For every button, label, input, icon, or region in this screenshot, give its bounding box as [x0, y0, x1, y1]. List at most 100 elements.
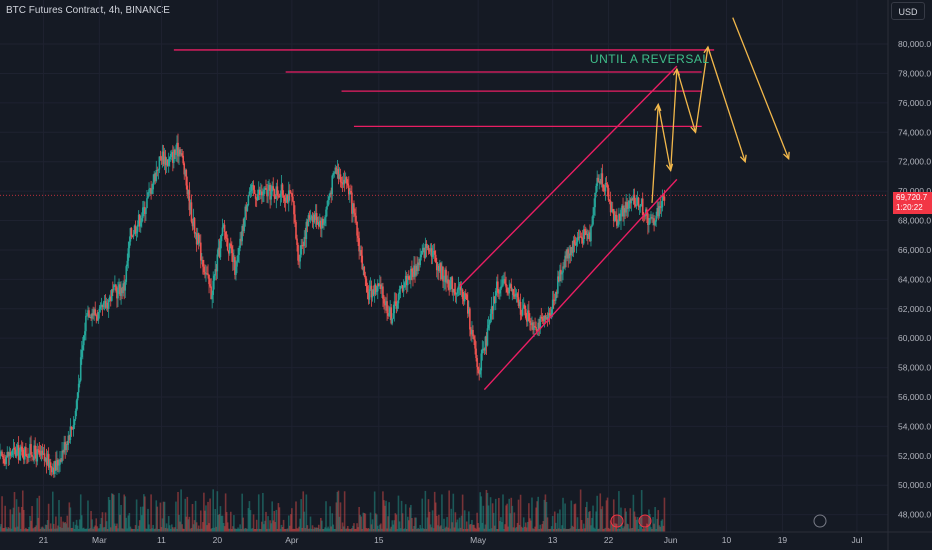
y-tick-label: 72,000.0	[898, 157, 931, 167]
volume-bar	[436, 525, 439, 532]
candle-body	[649, 218, 651, 224]
currency-button[interactable]: USD	[891, 2, 925, 20]
volume-bar	[417, 527, 419, 532]
volume-bar	[628, 528, 631, 532]
candle-body	[23, 457, 25, 460]
candle-body	[257, 189, 260, 195]
x-tick-label: Jun	[664, 535, 678, 545]
volume-bar	[608, 528, 611, 532]
volume-bar	[223, 526, 226, 532]
candle-body	[153, 173, 156, 183]
volume-bar	[409, 507, 411, 532]
volume-bar	[158, 528, 161, 532]
projection-arrow	[657, 104, 672, 171]
candle-body	[350, 190, 352, 193]
volume-bar	[335, 502, 338, 532]
candle-body	[83, 335, 85, 346]
candle-body	[391, 318, 394, 324]
volume-bar	[61, 527, 63, 532]
candle-body	[584, 230, 587, 235]
candle-body	[50, 467, 53, 473]
volume-bar	[370, 524, 373, 532]
channel-upper-line	[459, 65, 678, 288]
volume-bar	[332, 524, 335, 532]
volume-bar	[515, 526, 518, 532]
candle-body	[55, 461, 57, 471]
annotation-text: UNTIL A REVERSAL	[590, 52, 710, 66]
y-tick-label: 62,000.0	[898, 304, 931, 314]
candle-body	[297, 244, 299, 261]
candle-body	[514, 293, 517, 297]
volume-bar	[405, 529, 408, 532]
volume-bar	[640, 490, 643, 532]
volume-bar	[490, 528, 493, 532]
volume-bar	[269, 520, 271, 532]
candle-body	[11, 449, 14, 455]
volume-bar	[428, 511, 431, 532]
candle-body	[618, 213, 620, 225]
volume-bar	[331, 513, 334, 532]
candle-body	[476, 358, 478, 367]
candle-body	[430, 248, 433, 257]
volume-bar	[347, 528, 350, 532]
grid	[0, 0, 888, 532]
candle-body	[37, 449, 40, 451]
volume-bar	[152, 524, 154, 532]
volume-bar	[64, 522, 67, 532]
volume-bar	[659, 526, 662, 532]
volume-bar	[166, 528, 169, 532]
volume-bar	[245, 528, 248, 532]
volume-bar	[633, 511, 636, 532]
volume-bar	[645, 526, 647, 532]
candle-body	[328, 196, 330, 201]
candle-body	[275, 186, 278, 199]
candle-body	[85, 315, 87, 332]
candle-body	[5, 457, 8, 464]
volume-bar	[518, 524, 521, 532]
candle-body	[42, 453, 45, 455]
volume-bar	[274, 521, 277, 532]
candle-body	[167, 158, 170, 166]
candle-body	[36, 449, 39, 462]
volume-bar	[233, 515, 235, 532]
candle-body	[581, 237, 584, 244]
candle-body	[40, 450, 43, 456]
volume-bar	[51, 491, 54, 532]
volume-bar	[602, 528, 605, 532]
candle-body	[394, 301, 397, 303]
volume-bar	[661, 519, 664, 532]
candle-body	[59, 459, 61, 465]
volume-bar	[265, 511, 267, 532]
volume-bar	[426, 517, 429, 532]
candle-body	[374, 284, 377, 292]
volume-bar	[554, 522, 557, 532]
volume-bar	[655, 528, 657, 532]
candle-body	[62, 450, 64, 453]
candle-body	[663, 196, 666, 201]
candle-body	[662, 195, 665, 197]
candle-body	[282, 195, 285, 198]
volume-bar	[135, 499, 138, 532]
y-tick-label: 74,000.0	[898, 127, 931, 137]
candle-body	[627, 208, 630, 209]
volume-bar	[20, 506, 23, 532]
volume-bar	[601, 506, 604, 532]
volume-bar	[53, 523, 55, 532]
candle-body	[334, 167, 337, 173]
volume-bar	[388, 502, 390, 532]
volume-bar	[489, 497, 492, 532]
candle-body	[146, 198, 148, 208]
volume-bar	[471, 519, 473, 532]
volume-bar	[333, 528, 336, 532]
volume-bar	[422, 528, 425, 532]
candle-body	[15, 450, 18, 457]
candle-body	[184, 169, 187, 175]
candle-body	[573, 240, 576, 244]
candle-body	[197, 233, 200, 243]
volume-bar	[73, 528, 76, 532]
volume-bar	[128, 512, 131, 532]
volume-bar	[499, 520, 501, 532]
candle-body	[249, 190, 252, 192]
candle-body	[516, 293, 519, 298]
